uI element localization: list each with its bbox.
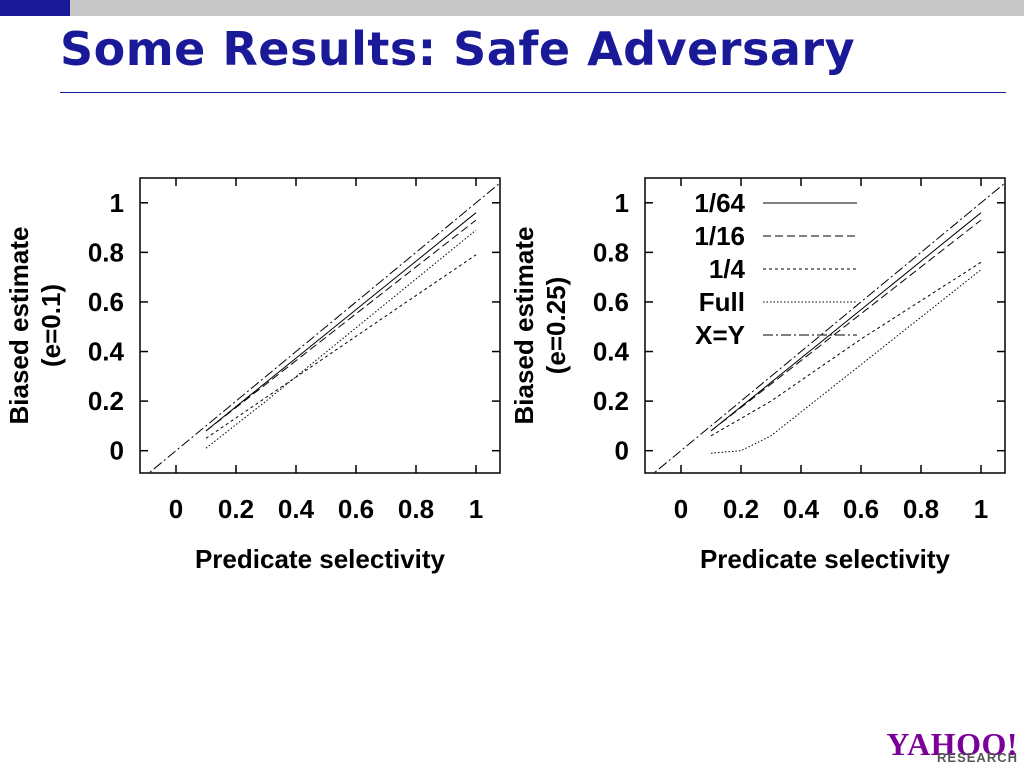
x-tick-label: 1	[974, 494, 988, 524]
x-axis-label: Predicate selectivity	[700, 544, 951, 574]
chart-e025: 0 0.2 0.4 0.6 0.8 1 0 0.2 0.4 0.6 0.8 1 Predicate se…	[505, 150, 1024, 590]
top-bar	[0, 0, 1024, 16]
y-tick-label: 0	[615, 436, 629, 466]
chart-svg-e025: 0 0.2 0.4 0.6 0.8 1 0 0.2 0.4 0.6 0.8 1 Predicate se…	[509, 177, 1006, 574]
y-tick-label: 0.8	[593, 237, 629, 267]
x-tick-label: 0.6	[338, 494, 374, 524]
x-tick-label: 0.2	[218, 494, 254, 524]
yahoo-research-logo: YAHOO! RESEARCH	[878, 726, 1024, 768]
plot-frame	[644, 177, 1006, 474]
y-axis-sublabel: (e=0.1)	[36, 284, 66, 367]
y-tick-label: 0.6	[88, 287, 124, 317]
logo-main-text: YAHOO!	[886, 726, 1018, 762]
chart-e01: 0 0.2 0.4 0.6 0.8 1 0 0.2 0.4 0.6 0.8 1 Predicate se…	[0, 150, 512, 590]
series-line-full	[205, 229, 477, 449]
chart-svg-e01: 0 0.2 0.4 0.6 0.8 1 0 0.2 0.4 0.6 0.8 1 Predicate se…	[4, 177, 501, 574]
y-axis-sublabel: (e=0.25)	[541, 277, 571, 375]
x-tick-label: 0.8	[903, 494, 939, 524]
y-tick-label: 0	[110, 436, 124, 466]
plot-frame	[139, 177, 501, 474]
y-tick-label: 0.6	[593, 287, 629, 317]
x-tick-label: 0.4	[278, 494, 315, 524]
y-tick-label: 0.2	[593, 386, 629, 416]
series-group	[148, 182, 500, 473]
series-line-1-4	[205, 254, 477, 439]
y-tick-label: 0.4	[593, 337, 630, 367]
y-axis-label: Biased estimate	[509, 227, 539, 425]
x-tick-label: 0	[169, 494, 183, 524]
x-tick-label: 1	[469, 494, 483, 524]
series-line-full	[710, 269, 982, 454]
series-line-1-16	[710, 219, 982, 432]
x-tick-label: 0.4	[783, 494, 820, 524]
y-axis-label: Biased estimate	[4, 227, 34, 425]
x-tick-label: 0.8	[398, 494, 434, 524]
y-tick-label: 0.2	[88, 386, 124, 416]
legend-label: 1/16	[694, 221, 745, 251]
legend-label: X=Y	[695, 320, 745, 350]
series-line-1-4	[710, 261, 982, 437]
series-line-x-y	[653, 182, 1005, 473]
series-line-1-64	[205, 212, 477, 432]
y-tick-label: 1	[615, 188, 629, 218]
y-tick-label: 0.8	[88, 237, 124, 267]
title-divider	[60, 92, 1006, 93]
legend-label: 1/4	[709, 254, 746, 284]
x-tick-label: 0.6	[843, 494, 879, 524]
x-tick-label: 0	[674, 494, 688, 524]
x-axis-label: Predicate selectivity	[195, 544, 446, 574]
top-bar-accent	[0, 0, 70, 16]
x-tick-label: 0.2	[723, 494, 759, 524]
slide-title: Some Results: Safe Adversary	[60, 22, 856, 76]
y-tick-label: 0.4	[88, 337, 125, 367]
series-line-1-16	[205, 219, 477, 432]
y-tick-label: 1	[110, 188, 124, 218]
logo-sub-text: RESEARCH	[937, 750, 1018, 765]
legend-label: Full	[699, 287, 745, 317]
series-line-x-y	[148, 182, 500, 473]
series-group	[653, 182, 1005, 473]
series-line-1-64	[710, 212, 982, 432]
legend-label: 1/64	[694, 188, 745, 218]
